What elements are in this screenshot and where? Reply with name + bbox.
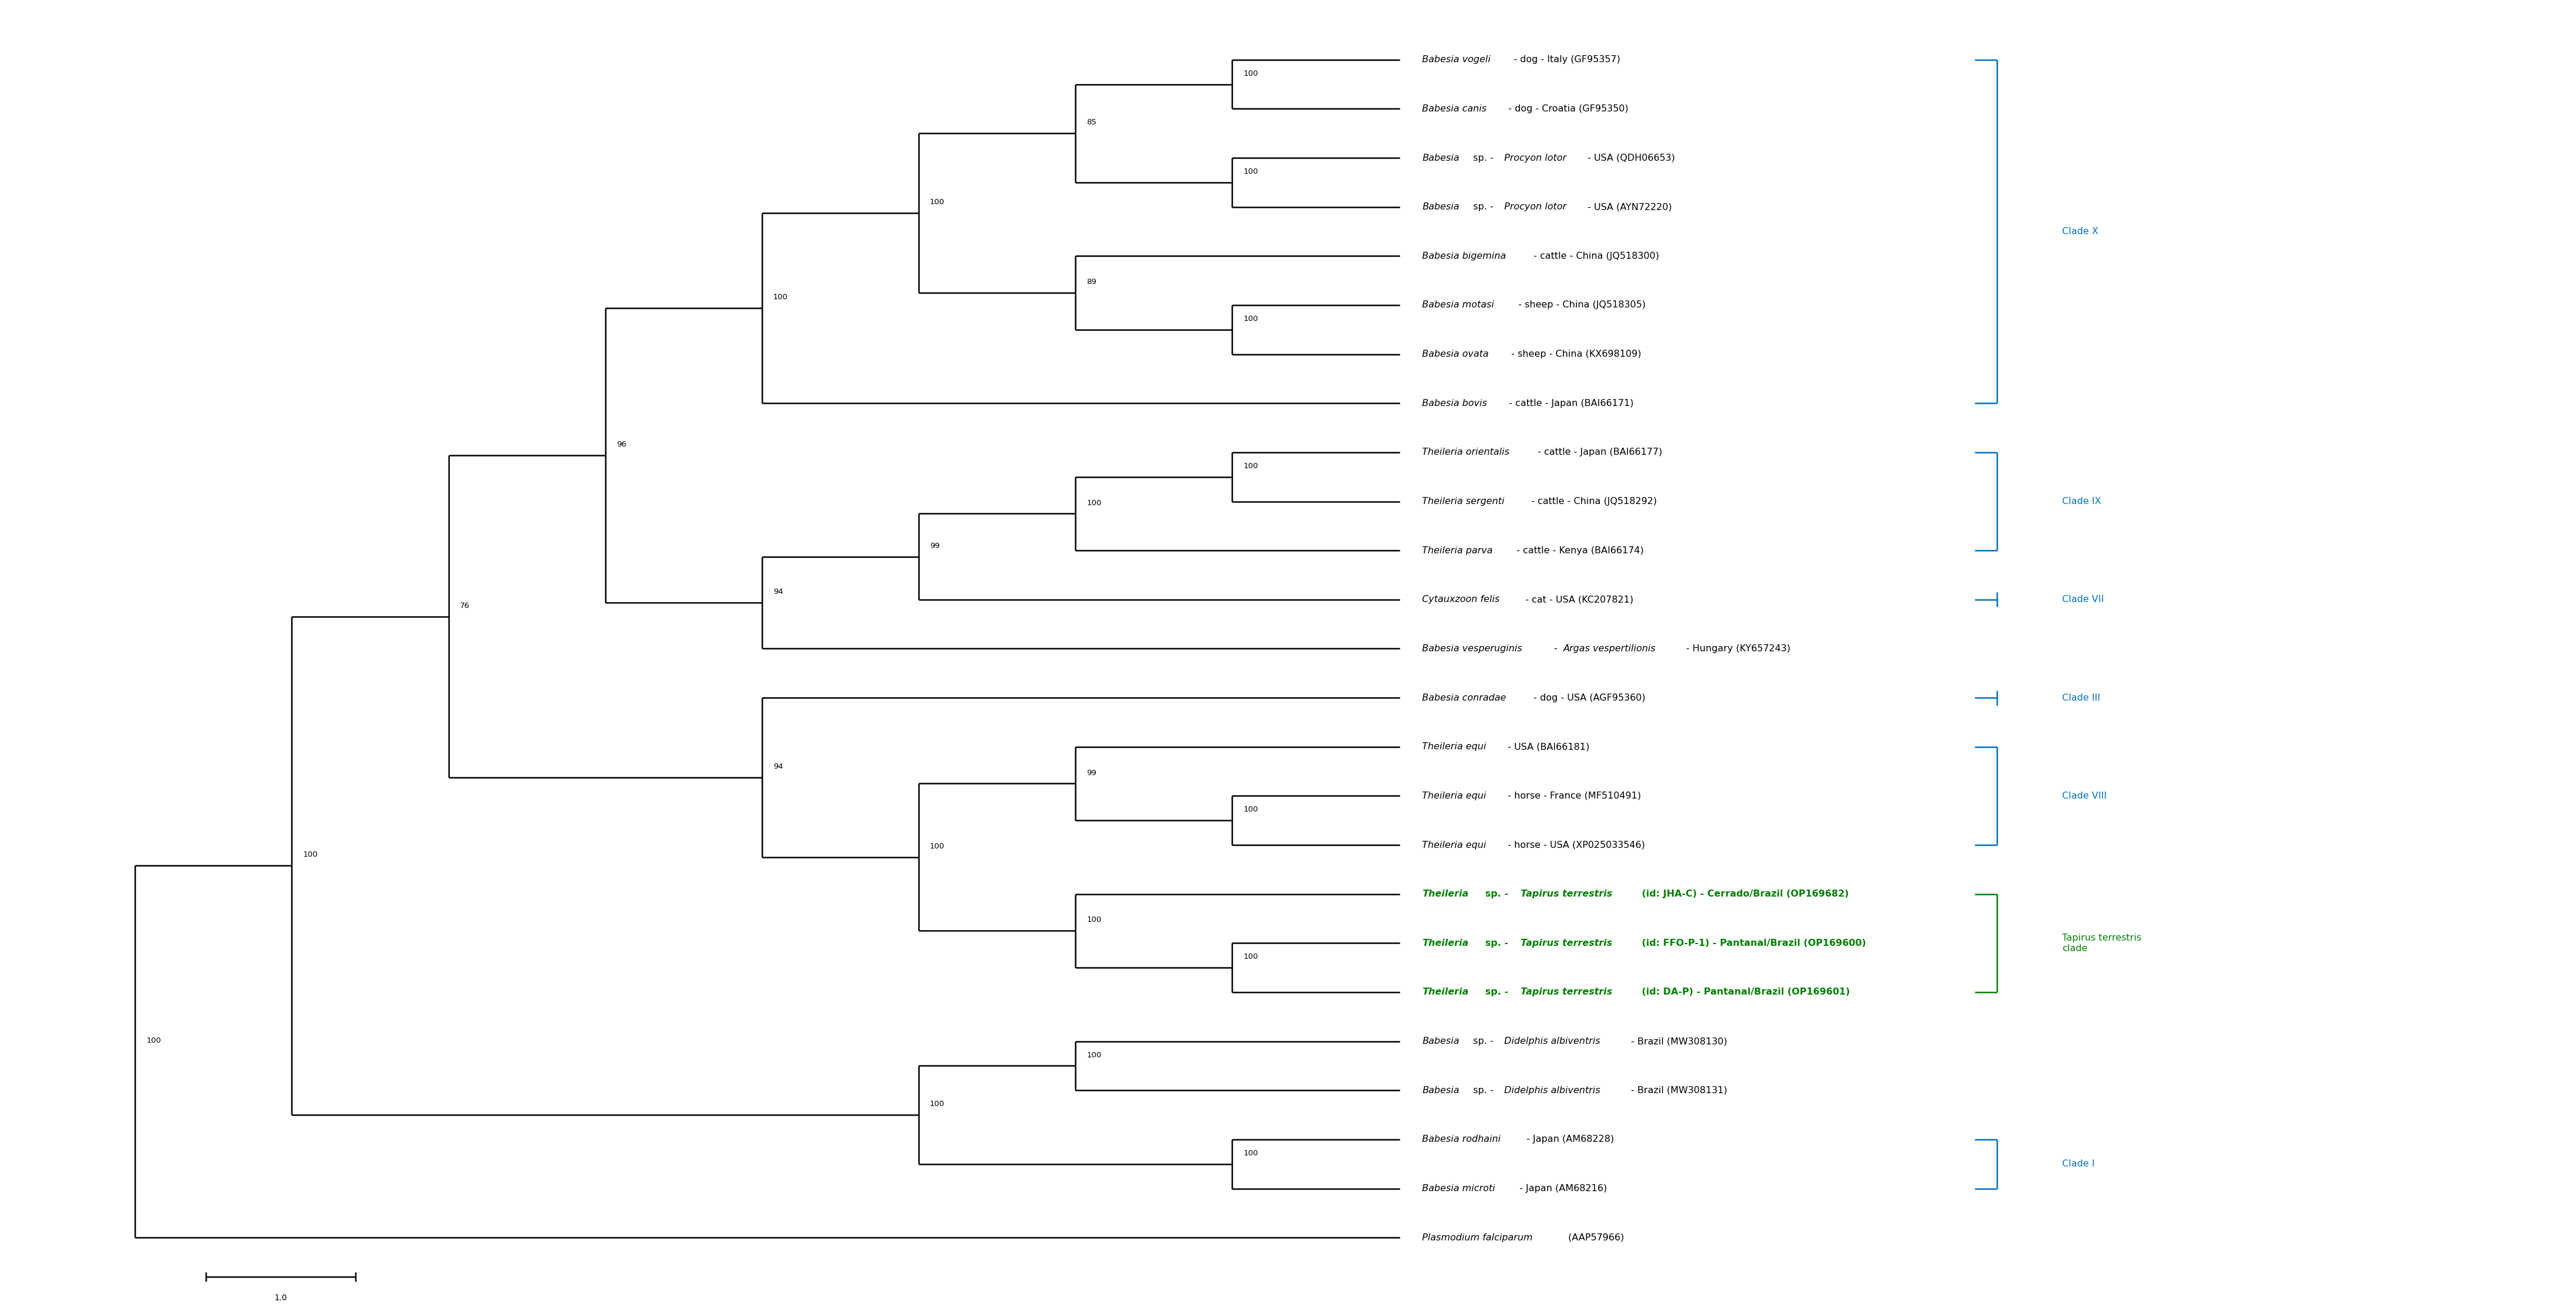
Text: Theileria equi: Theileria equi [1422,841,1486,849]
Text: 99: 99 [930,542,940,550]
Text: - Brazil (MW308130): - Brazil (MW308130) [1628,1036,1726,1046]
Text: - Hungary (KY657243): - Hungary (KY657243) [1682,644,1790,653]
Text: Babesia: Babesia [1422,1036,1461,1046]
Text: sp. -: sp. - [1471,1086,1497,1094]
Text: - cattle - Japan (BAI66177): - cattle - Japan (BAI66177) [1535,447,1662,457]
Text: 100: 100 [1244,315,1257,323]
Text: Babesia conradae: Babesia conradae [1422,693,1507,702]
Text: - cattle - Japan (BAI66171): - cattle - Japan (BAI66171) [1507,399,1633,408]
Text: 85: 85 [1087,118,1097,126]
Text: 1.0: 1.0 [273,1294,286,1303]
Text: Tapirus terrestris: Tapirus terrestris [1520,988,1613,997]
Text: Babesia: Babesia [1422,202,1461,211]
Text: 99: 99 [1087,769,1097,777]
Text: 100: 100 [1244,168,1257,176]
Text: 100: 100 [1087,499,1103,506]
Text: Babesia canis: Babesia canis [1422,105,1486,113]
Text: Tapirus terrestris
clade: Tapirus terrestris clade [2063,934,2141,953]
Text: - horse - France (MF510491): - horse - France (MF510491) [1504,791,1641,800]
Text: Theileria: Theileria [1422,890,1468,899]
Text: 100: 100 [1244,806,1257,813]
Text: Theileria: Theileria [1422,938,1468,947]
Text: Babesia ovata: Babesia ovata [1422,350,1489,358]
Text: - cattle - Kenya (BAI66174): - cattle - Kenya (BAI66174) [1512,546,1643,555]
Text: - dog - USA (AGF95360): - dog - USA (AGF95360) [1530,693,1646,702]
Text: Clade IX: Clade IX [2063,497,2102,506]
Text: 100: 100 [1087,916,1103,924]
Text: Theileria equi: Theileria equi [1422,743,1486,752]
Text: Babesia vesperuginis: Babesia vesperuginis [1422,644,1522,653]
Text: Clade III: Clade III [2063,693,2099,702]
Text: Theileria orientalis: Theileria orientalis [1422,447,1510,457]
Text: Tapirus terrestris: Tapirus terrestris [1520,890,1613,899]
Text: - sheep - China (JQ518305): - sheep - China (JQ518305) [1515,300,1646,310]
Text: Clade VII: Clade VII [2063,596,2105,604]
Text: 100: 100 [147,1036,162,1044]
Text: - Japan (AM68228): - Japan (AM68228) [1522,1135,1615,1144]
Text: Babesia motasi: Babesia motasi [1422,300,1494,310]
Text: 100: 100 [930,198,945,206]
Text: sp. -: sp. - [1471,202,1497,211]
Text: 96: 96 [616,441,626,449]
Text: 100: 100 [773,294,788,302]
Text: -: - [1551,644,1561,653]
Text: Clade VIII: Clade VIII [2063,791,2107,800]
Text: - Japan (AM68216): - Japan (AM68216) [1517,1185,1607,1193]
Text: (id: FFO-P-1) - Pantanal/Brazil (OP169600): (id: FFO-P-1) - Pantanal/Brazil (OP16960… [1638,938,1865,947]
Text: 76: 76 [459,602,469,610]
Text: Procyon lotor: Procyon lotor [1504,202,1566,211]
Text: - dog - Italy (GF95357): - dog - Italy (GF95357) [1510,55,1620,64]
Text: Didelphis albiventris: Didelphis albiventris [1504,1086,1600,1094]
Text: Babesia bovis: Babesia bovis [1422,399,1486,408]
Text: Didelphis albiventris: Didelphis albiventris [1504,1036,1600,1046]
Text: (id: DA-P) - Pantanal/Brazil (OP169601): (id: DA-P) - Pantanal/Brazil (OP169601) [1638,988,1850,997]
Text: - USA (BAI66181): - USA (BAI66181) [1504,743,1589,752]
Text: Babesia rodhaini: Babesia rodhaini [1422,1135,1502,1144]
Text: Theileria equi: Theileria equi [1422,791,1486,800]
Text: - USA (AYN72220): - USA (AYN72220) [1584,202,1672,211]
Text: sp. -: sp. - [1471,1036,1497,1046]
Text: - cattle - China (JQ518300): - cattle - China (JQ518300) [1530,252,1659,260]
Text: sp. -: sp. - [1471,154,1497,163]
Text: Clade X: Clade X [2063,227,2099,236]
Text: - cattle - China (JQ518292): - cattle - China (JQ518292) [1528,497,1656,506]
Text: - sheep - China (KX698109): - sheep - China (KX698109) [1507,350,1641,358]
Text: (id: JHA-C) - Cerrado/Brazil (OP169682): (id: JHA-C) - Cerrado/Brazil (OP169682) [1638,890,1850,899]
Text: 89: 89 [1087,278,1097,286]
Text: Cytauxzoon felis: Cytauxzoon felis [1422,596,1499,604]
Text: - cat - USA (KC207821): - cat - USA (KC207821) [1522,596,1633,604]
Text: 100: 100 [930,1101,945,1107]
Text: 100: 100 [1244,70,1257,77]
Text: Clade I: Clade I [2063,1160,2094,1169]
Text: Babesia: Babesia [1422,1086,1461,1094]
Text: sp. -: sp. - [1481,938,1512,947]
Text: Theileria parva: Theileria parva [1422,546,1494,555]
Text: (AAP57966): (AAP57966) [1564,1233,1623,1242]
Text: Babesia: Babesia [1422,154,1461,163]
Text: 94: 94 [773,762,783,770]
Text: 94: 94 [773,588,783,596]
Text: - Brazil (MW308131): - Brazil (MW308131) [1628,1086,1728,1094]
Text: Babesia microti: Babesia microti [1422,1185,1494,1193]
Text: 100: 100 [1244,462,1257,470]
Text: Babesia vogeli: Babesia vogeli [1422,55,1492,64]
Text: Theileria sergenti: Theileria sergenti [1422,497,1504,506]
Text: Tapirus terrestris: Tapirus terrestris [1520,938,1613,947]
Text: Theileria: Theileria [1422,988,1468,997]
Text: Argas vespertilionis: Argas vespertilionis [1564,644,1656,653]
Text: Babesia bigemina: Babesia bigemina [1422,252,1507,260]
Text: Procyon lotor: Procyon lotor [1504,154,1566,163]
Text: sp. -: sp. - [1481,890,1512,899]
Text: - horse - USA (XP025033546): - horse - USA (XP025033546) [1504,841,1646,849]
Text: 100: 100 [1087,1051,1103,1059]
Text: 100: 100 [1244,953,1257,960]
Text: - dog - Croatia (GF95350): - dog - Croatia (GF95350) [1504,105,1628,113]
Text: sp. -: sp. - [1481,988,1512,997]
Text: Plasmodium falciparum: Plasmodium falciparum [1422,1233,1533,1242]
Text: - USA (QDH06653): - USA (QDH06653) [1584,154,1674,163]
Text: 100: 100 [930,842,945,850]
Text: 100: 100 [1244,1149,1257,1157]
Text: 100: 100 [304,851,317,858]
